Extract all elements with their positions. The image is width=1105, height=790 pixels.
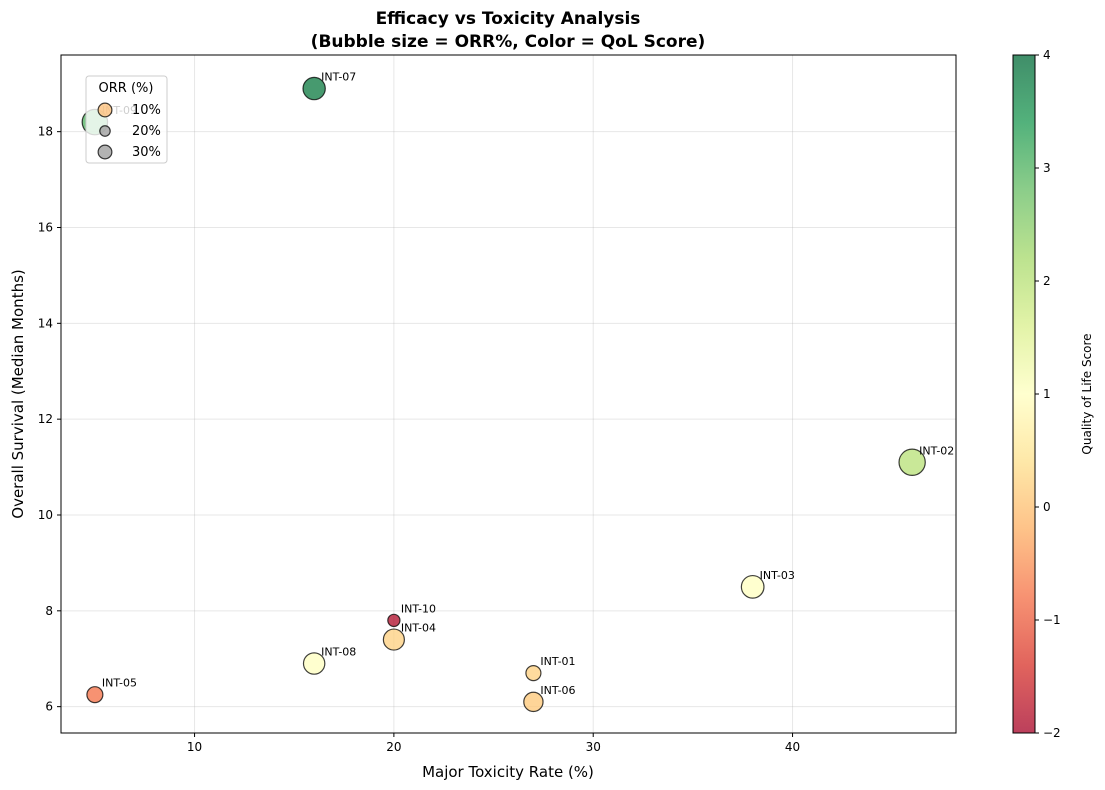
data-point <box>382 628 405 651</box>
colorbar-tick-label: −1 <box>1043 613 1061 627</box>
grid <box>61 55 956 733</box>
point-labels: INT-01 INT-02 INT-03 INT-04 INT-05 INT-06 INT-… <box>102 71 954 697</box>
point-label: INT-10 <box>401 602 436 615</box>
data-point <box>387 613 401 628</box>
colorbar-tick-label: 2 <box>1043 274 1051 288</box>
data-points <box>81 76 926 713</box>
chart-title: Efficacy vs Toxicity Analysis <box>376 9 641 29</box>
colorbar-tick-label: 0 <box>1043 500 1051 514</box>
data-point <box>523 691 544 713</box>
data-point <box>302 76 326 101</box>
plot-frame <box>60 54 957 734</box>
y-tick-label: 6 <box>45 700 53 714</box>
y-tick-label: 18 <box>38 125 53 139</box>
colorbar-ticks: −2 −1 0 1 2 3 4 <box>1035 48 1061 740</box>
x-axis-label: Major Toxicity Rate (%) <box>422 763 594 781</box>
point-label: INT-01 <box>540 655 575 668</box>
y-tick-label: 10 <box>38 508 53 522</box>
legend-frame <box>85 75 168 164</box>
legend-marker <box>97 144 113 160</box>
point-label: INT-06 <box>540 684 575 697</box>
data-point <box>898 448 926 476</box>
y-axis: 6 8 10 12 14 16 18 <box>38 125 61 714</box>
colorbar-tick-label: 3 <box>1043 161 1051 175</box>
y-tick-label: 14 <box>38 316 53 330</box>
x-tick-label: 30 <box>586 740 601 754</box>
x-tick-label: 40 <box>785 740 800 754</box>
legend-title: ORR (%) <box>99 81 154 96</box>
plot-area: INT-01 INT-02 INT-03 INT-04 INT-05 INT-06 INT-… <box>60 54 957 734</box>
legend: ORR (%) 10% 20% 30% <box>85 75 168 164</box>
colorbar-tick-label: −2 <box>1043 726 1061 740</box>
y-tick-label: 12 <box>38 412 53 426</box>
data-point <box>740 574 765 599</box>
point-label: INT-04 <box>401 622 436 635</box>
colorbar-tick-label: 1 <box>1043 387 1051 401</box>
point-label: INT-03 <box>760 569 795 582</box>
chart-subtitle: (Bubble size = ORR%, Color = QoL Score) <box>311 32 706 52</box>
data-point <box>86 686 104 704</box>
x-axis: 10 20 30 40 <box>187 733 800 754</box>
x-tick-label: 20 <box>386 740 401 754</box>
legend-marker <box>99 125 111 137</box>
y-tick-label: 16 <box>38 220 53 234</box>
y-axis-label: Overall Survival (Median Months) <box>9 269 27 518</box>
legend-entries: 10% 20% 30% <box>97 102 161 160</box>
data-point <box>302 652 326 675</box>
colorbar-label: Quality of Life Score <box>1080 333 1094 454</box>
legend-entry-label: 30% <box>132 145 161 160</box>
point-label: INT-08 <box>321 646 356 659</box>
point-label: INT-05 <box>102 677 137 690</box>
data-point <box>525 665 542 682</box>
y-tick-label: 8 <box>45 604 53 618</box>
colorbar-tick-label: 4 <box>1043 48 1051 62</box>
legend-entry-label: 20% <box>132 124 161 139</box>
x-tick-label: 10 <box>187 740 202 754</box>
point-label: INT-02 <box>919 444 954 457</box>
colorbar: −2 −1 0 1 2 3 4 Quality of Life Score <box>1012 48 1094 740</box>
point-label: INT-07 <box>321 71 356 84</box>
colorbar-gradient <box>1012 54 1036 734</box>
legend-entry-label: 10% <box>132 103 161 118</box>
legend-marker <box>97 102 113 118</box>
